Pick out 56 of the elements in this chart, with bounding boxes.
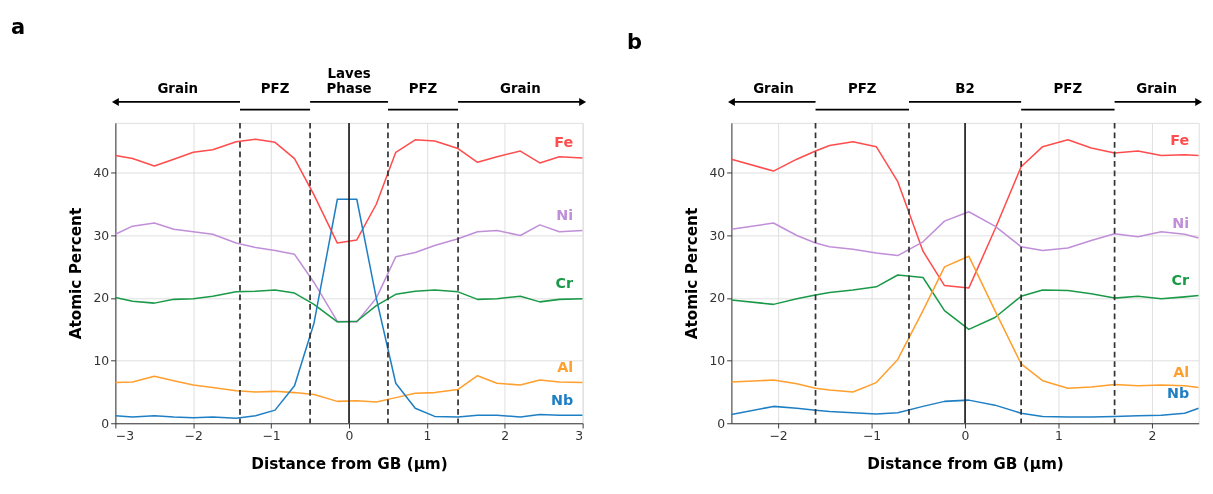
line-series: [115, 138, 583, 244]
x-axis-title: Distance from GB (µm): [251, 454, 448, 473]
chart-title: a: [10, 15, 26, 40]
chart-title: b: [626, 30, 642, 55]
x-tick-label: −2: [184, 427, 203, 443]
y-tick-label: 0: [101, 415, 110, 431]
line-series: [115, 198, 583, 420]
x-tick-label: −3: [115, 427, 135, 443]
series-label: Ni: [1172, 214, 1190, 231]
text: PFZ: [260, 81, 290, 97]
series-label: Cr: [1171, 272, 1191, 289]
line-series: [731, 210, 1199, 257]
text: Grain: [500, 81, 541, 97]
x-tick-label: 2: [1148, 427, 1157, 443]
line-series: [115, 222, 583, 323]
x-axis-title: Distance from GB (µm): [867, 454, 1064, 473]
x-tick-label: −1: [862, 427, 882, 443]
x-tick-label: 1: [423, 427, 432, 443]
y-tick-label: 30: [93, 227, 110, 243]
series-label: Fe: [1170, 131, 1190, 148]
text: PFZ: [408, 81, 438, 97]
line-series: [115, 374, 583, 403]
y-tick-label: 0: [717, 415, 726, 431]
series-label: Al: [1173, 364, 1190, 381]
text: PFZ: [847, 81, 877, 97]
x-tick-label: 0: [961, 427, 970, 443]
y-axis-title: Atomic Percent: [67, 207, 86, 340]
y-tick-label: 40: [709, 165, 726, 181]
series-label: Cr: [555, 275, 575, 292]
line-series: [115, 289, 583, 323]
y-axis-title: Atomic Percent: [683, 207, 702, 340]
y-tick-label: 30: [709, 227, 726, 243]
y-tick-label: 10: [93, 352, 110, 368]
text: PFZ: [1053, 81, 1083, 97]
line-series: [731, 274, 1199, 331]
x-tick-label: 2: [501, 427, 510, 443]
series-label: Fe: [554, 134, 574, 151]
text: Grain: [1136, 81, 1177, 97]
x-tick-label: 0: [345, 427, 354, 443]
y-tick-label: 40: [93, 165, 110, 181]
x-tick-label: −2: [769, 427, 788, 443]
text: B2: [955, 81, 975, 97]
text: Grain: [157, 81, 198, 97]
y-tick-label: 20: [93, 290, 110, 306]
y-tick-label: 20: [709, 290, 726, 306]
x-tick-label: 1: [1055, 427, 1063, 443]
text: Laves Phase: [326, 66, 372, 97]
text: Grain: [753, 81, 794, 97]
series-label: Al: [557, 359, 574, 376]
line-series: [731, 399, 1199, 418]
series-label: Ni: [556, 207, 574, 224]
x-tick-label: −1: [262, 427, 281, 443]
series-label: Nb: [550, 391, 574, 408]
y-tick-label: 10: [709, 352, 726, 368]
x-tick-label: 3: [575, 427, 584, 443]
series-label: Nb: [1166, 384, 1190, 401]
